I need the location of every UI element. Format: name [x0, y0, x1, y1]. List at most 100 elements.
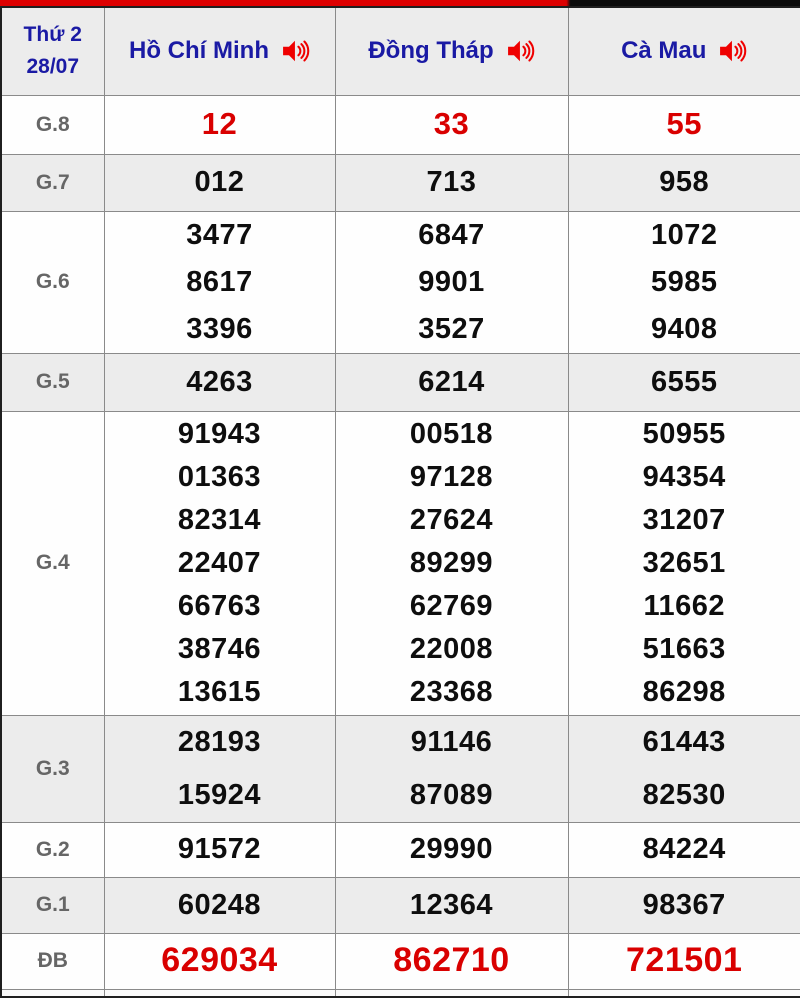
province-header-dong-thap[interactable]: Đồng Tháp	[335, 7, 568, 95]
lottery-number: 94354	[569, 456, 800, 499]
lottery-number: 86298	[569, 671, 800, 714]
lottery-number: 8617	[105, 259, 335, 306]
lottery-number: 00518	[336, 413, 568, 456]
prize-cell: 6214	[335, 353, 568, 411]
prize-label-g1: G.1	[1, 877, 104, 933]
lottery-number: 01363	[105, 456, 335, 499]
date-label: 28/07	[2, 51, 104, 83]
lottery-number: 84224	[569, 828, 800, 870]
lottery-number: 50955	[569, 413, 800, 456]
lottery-number: 66763	[105, 585, 335, 628]
lottery-number: 1072	[569, 212, 800, 259]
lottery-number: 51663	[569, 628, 800, 671]
prize-cell: 98367	[568, 877, 800, 933]
lottery-number: 862710	[336, 936, 568, 985]
partial-next-cell	[335, 989, 568, 997]
lottery-number: 22008	[336, 628, 568, 671]
lottery-number: 87089	[336, 769, 568, 822]
prize-label-g5: G.5	[1, 353, 104, 411]
prize-cell: 91572	[104, 822, 335, 877]
lottery-number: 89299	[336, 542, 568, 585]
prize-cell: 012	[104, 154, 335, 211]
lottery-number: 91146	[336, 716, 568, 769]
prize-cell: 55	[568, 95, 800, 154]
province-header-ho-chi-minh[interactable]: Hồ Chí Minh	[104, 7, 335, 95]
lottery-number: 3477	[105, 212, 335, 259]
lottery-number: 6214	[336, 361, 568, 403]
lottery-number: 958	[569, 161, 800, 203]
speaker-icon[interactable]	[282, 39, 310, 63]
prize-cell: 12364	[335, 877, 568, 933]
prize-cell: 958	[568, 154, 800, 211]
prize-cell: 84224	[568, 822, 800, 877]
lottery-number: 29990	[336, 828, 568, 870]
prize-cell: 33	[335, 95, 568, 154]
lottery-number: 4263	[105, 361, 335, 403]
lottery-number: 55	[569, 102, 800, 147]
prize-cell: 713	[335, 154, 568, 211]
lottery-number: 97128	[336, 456, 568, 499]
lottery-number: 11662	[569, 585, 800, 628]
prize-cell: 862710	[335, 933, 568, 989]
province-name[interactable]: Đồng Tháp	[368, 37, 493, 65]
lottery-number: 629034	[105, 936, 335, 985]
lottery-number: 12364	[336, 884, 568, 926]
lottery-number: 15924	[105, 769, 335, 822]
date-cell: Thứ 2 28/07	[1, 7, 104, 95]
lottery-number: 012	[105, 161, 335, 203]
prize-cell: 60248	[104, 877, 335, 933]
lottery-number: 3396	[105, 306, 335, 353]
lottery-number: 98367	[569, 884, 800, 926]
prize-label-g4: G.4	[1, 411, 104, 715]
prize-cell: 4263	[104, 353, 335, 411]
partial-next-row	[1, 989, 800, 997]
lottery-number: 27624	[336, 499, 568, 542]
lottery-number: 82314	[105, 499, 335, 542]
lottery-number: 5985	[569, 259, 800, 306]
lottery-number: 9901	[336, 259, 568, 306]
header-row: Thứ 2 28/07 Hồ Chí Minh Đồng Tháp	[1, 7, 800, 95]
province-name[interactable]: Hồ Chí Minh	[129, 37, 269, 65]
lottery-number: 3527	[336, 306, 568, 353]
prize-label-g2: G.2	[1, 822, 104, 877]
lottery-number: 721501	[569, 936, 800, 985]
lottery-number: 31207	[569, 499, 800, 542]
prize-cell: 29990	[335, 822, 568, 877]
lottery-number: 23368	[336, 671, 568, 714]
lottery-number: 12	[105, 102, 335, 147]
partial-next-cell	[1, 989, 104, 997]
speaker-icon[interactable]	[719, 39, 747, 63]
speaker-icon[interactable]	[507, 39, 535, 63]
prize-label-g7: G.7	[1, 154, 104, 211]
lottery-number: 6847	[336, 212, 568, 259]
weekday-label: Thứ 2	[2, 19, 104, 51]
prize-label-g8: G.8	[1, 95, 104, 154]
province-name[interactable]: Cà Mau	[621, 37, 706, 65]
lottery-number: 32651	[569, 542, 800, 585]
lottery-number: 60248	[105, 884, 335, 926]
province-header-ca-mau[interactable]: Cà Mau	[568, 7, 800, 95]
lottery-number: 38746	[105, 628, 335, 671]
prize-label-g6: G.6	[1, 211, 104, 353]
partial-next-cell	[568, 989, 800, 997]
prize-cell: 629034	[104, 933, 335, 989]
lottery-results-table: Thứ 2 28/07 Hồ Chí Minh Đồng Tháp	[0, 6, 800, 998]
